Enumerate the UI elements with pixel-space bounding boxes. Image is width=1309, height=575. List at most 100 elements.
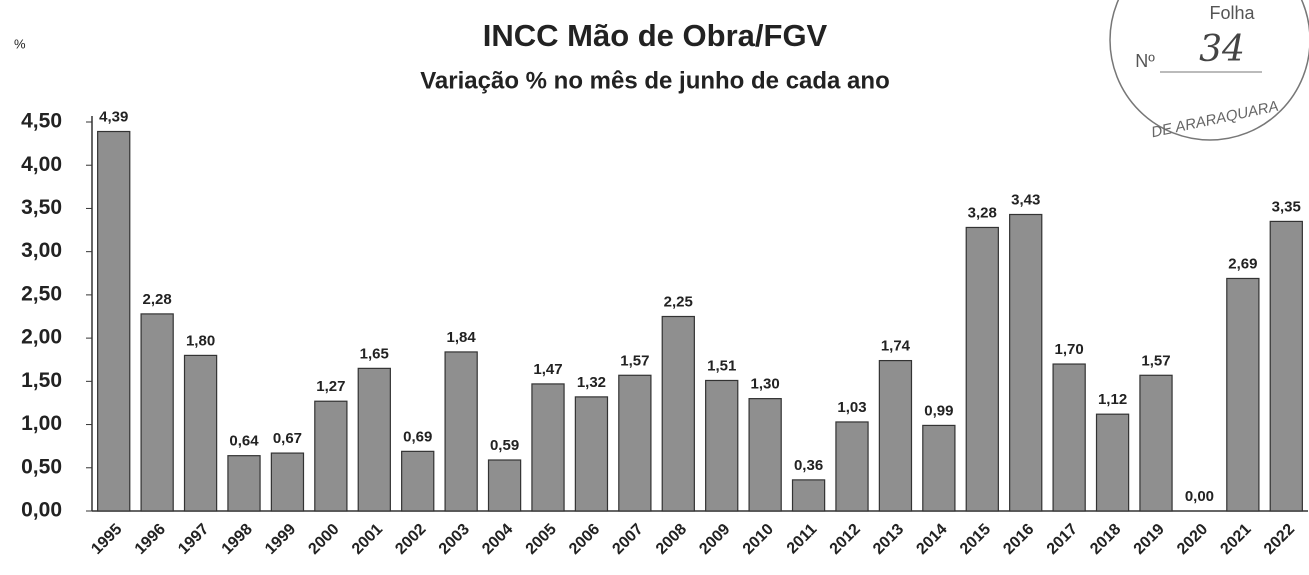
- stamp-number: 34: [1199, 29, 1245, 70]
- x-tick-label: 2000: [305, 521, 342, 558]
- x-tick-label: 2005: [523, 521, 560, 558]
- x-tick-label: 2006: [566, 521, 603, 558]
- x-tick-label: 2013: [870, 521, 907, 558]
- value-label: 1,03: [837, 399, 866, 416]
- value-label: 1,30: [751, 376, 780, 393]
- x-tick-label: 2021: [1217, 521, 1254, 558]
- y-tick-label: 0,50: [21, 455, 62, 478]
- value-label: 1,47: [533, 361, 562, 378]
- bar: [487, 459, 522, 512]
- y-tick-label: 2,00: [21, 326, 62, 349]
- y-unit-label: %: [14, 36, 26, 51]
- y-tick-label: 1,00: [21, 412, 62, 435]
- x-tick-label: 1996: [132, 521, 169, 558]
- stamp-number-label: Nº: [1135, 51, 1155, 71]
- x-tick-label: 2012: [827, 521, 864, 558]
- x-tick-label: 2004: [479, 521, 516, 558]
- bar: [618, 374, 652, 512]
- x-tick-label: 2015: [957, 521, 994, 558]
- value-label: 0,64: [229, 433, 259, 450]
- value-label: 1,32: [577, 374, 606, 391]
- value-label: 0,00: [1185, 488, 1214, 505]
- bar: [1269, 220, 1303, 512]
- chart-title: INCC Mão de Obra/FGV: [483, 18, 828, 53]
- bar: [965, 226, 999, 512]
- value-label: 1,70: [1055, 341, 1084, 358]
- value-label: 1,51: [707, 357, 736, 374]
- bar: [314, 400, 348, 512]
- bar: [140, 313, 174, 512]
- bar: [791, 479, 826, 512]
- y-tick-label: 1,50: [21, 369, 62, 392]
- value-label: 0,59: [490, 437, 519, 454]
- bar: [357, 367, 391, 512]
- y-tick-label: 3,00: [21, 239, 62, 262]
- bar: [1052, 363, 1086, 512]
- value-label: 1,84: [447, 329, 477, 346]
- x-tick-label: 2003: [436, 521, 473, 558]
- x-tick-label: 2007: [609, 521, 646, 558]
- bar: [1139, 374, 1173, 512]
- x-tick-label: 2022: [1261, 521, 1298, 558]
- value-label: 3,35: [1272, 198, 1301, 215]
- x-tick-label: 2020: [1174, 521, 1211, 558]
- bar: [748, 398, 782, 512]
- value-label: 1,57: [620, 352, 649, 369]
- x-tick-label: 2014: [913, 521, 950, 558]
- y-tick-label: 4,00: [21, 153, 62, 176]
- x-tick-label: 1998: [219, 521, 256, 558]
- value-label: 1,65: [360, 345, 389, 362]
- bar: [1095, 413, 1130, 512]
- stamp-sheet: Folha: [1209, 3, 1255, 23]
- bar: [97, 130, 131, 512]
- stamp-circle: [1109, 0, 1309, 141]
- bar: [227, 455, 261, 512]
- x-tick-label: 2016: [1000, 521, 1037, 558]
- x-tick-label: 2009: [696, 521, 733, 558]
- bar: [661, 315, 695, 512]
- stamp: Folha Nº 34 DE ARARAQUARA: [1109, 0, 1309, 142]
- value-label: 1,80: [186, 332, 215, 349]
- value-label: 2,28: [143, 291, 172, 308]
- value-label: 0,69: [403, 428, 432, 445]
- x-tick-label: 2008: [653, 521, 690, 558]
- x-tick-label: 2001: [349, 521, 386, 558]
- x-tick-label: 1995: [88, 521, 125, 558]
- bar: [531, 383, 565, 512]
- x-tick-label: 2018: [1087, 521, 1124, 558]
- x-tick-label: 2010: [740, 521, 777, 558]
- value-label: 4,39: [99, 108, 128, 125]
- value-label: 3,43: [1011, 191, 1040, 208]
- bar: [878, 359, 913, 512]
- value-label: 0,67: [273, 430, 302, 447]
- value-label: 3,28: [968, 204, 997, 221]
- value-label: 0,99: [924, 402, 953, 419]
- value-label: 0,36: [794, 457, 823, 474]
- stamp-city: DE ARARAQUARA: [1150, 98, 1280, 142]
- x-tick-label: 2011: [784, 521, 821, 558]
- y-tick-label: 0,00: [21, 499, 62, 522]
- chart-subtitle: Variação % no mês de junho de cada ano: [420, 67, 889, 94]
- value-label: 1,57: [1141, 352, 1170, 369]
- y-tick-label: 3,50: [21, 196, 62, 219]
- x-tick-label: 2019: [1131, 521, 1168, 558]
- x-tick-label: 2017: [1044, 521, 1081, 558]
- value-label: 2,25: [664, 293, 693, 310]
- bar: [705, 379, 739, 512]
- y-tick-label: 4,50: [21, 110, 62, 133]
- x-tick-label: 2002: [392, 521, 429, 558]
- value-label: 1,27: [316, 378, 345, 395]
- value-label: 2,69: [1228, 255, 1257, 272]
- bar: [1009, 213, 1043, 512]
- bar: [574, 396, 609, 512]
- value-label: 1,74: [881, 338, 911, 355]
- bar: [270, 452, 305, 512]
- bar: [1226, 277, 1260, 512]
- value-label: 1,12: [1098, 391, 1127, 408]
- bar: [922, 424, 956, 512]
- bar: [401, 450, 435, 512]
- y-tick-label: 2,50: [21, 282, 62, 305]
- x-tick-label: 1999: [262, 521, 299, 558]
- bar: [183, 354, 218, 512]
